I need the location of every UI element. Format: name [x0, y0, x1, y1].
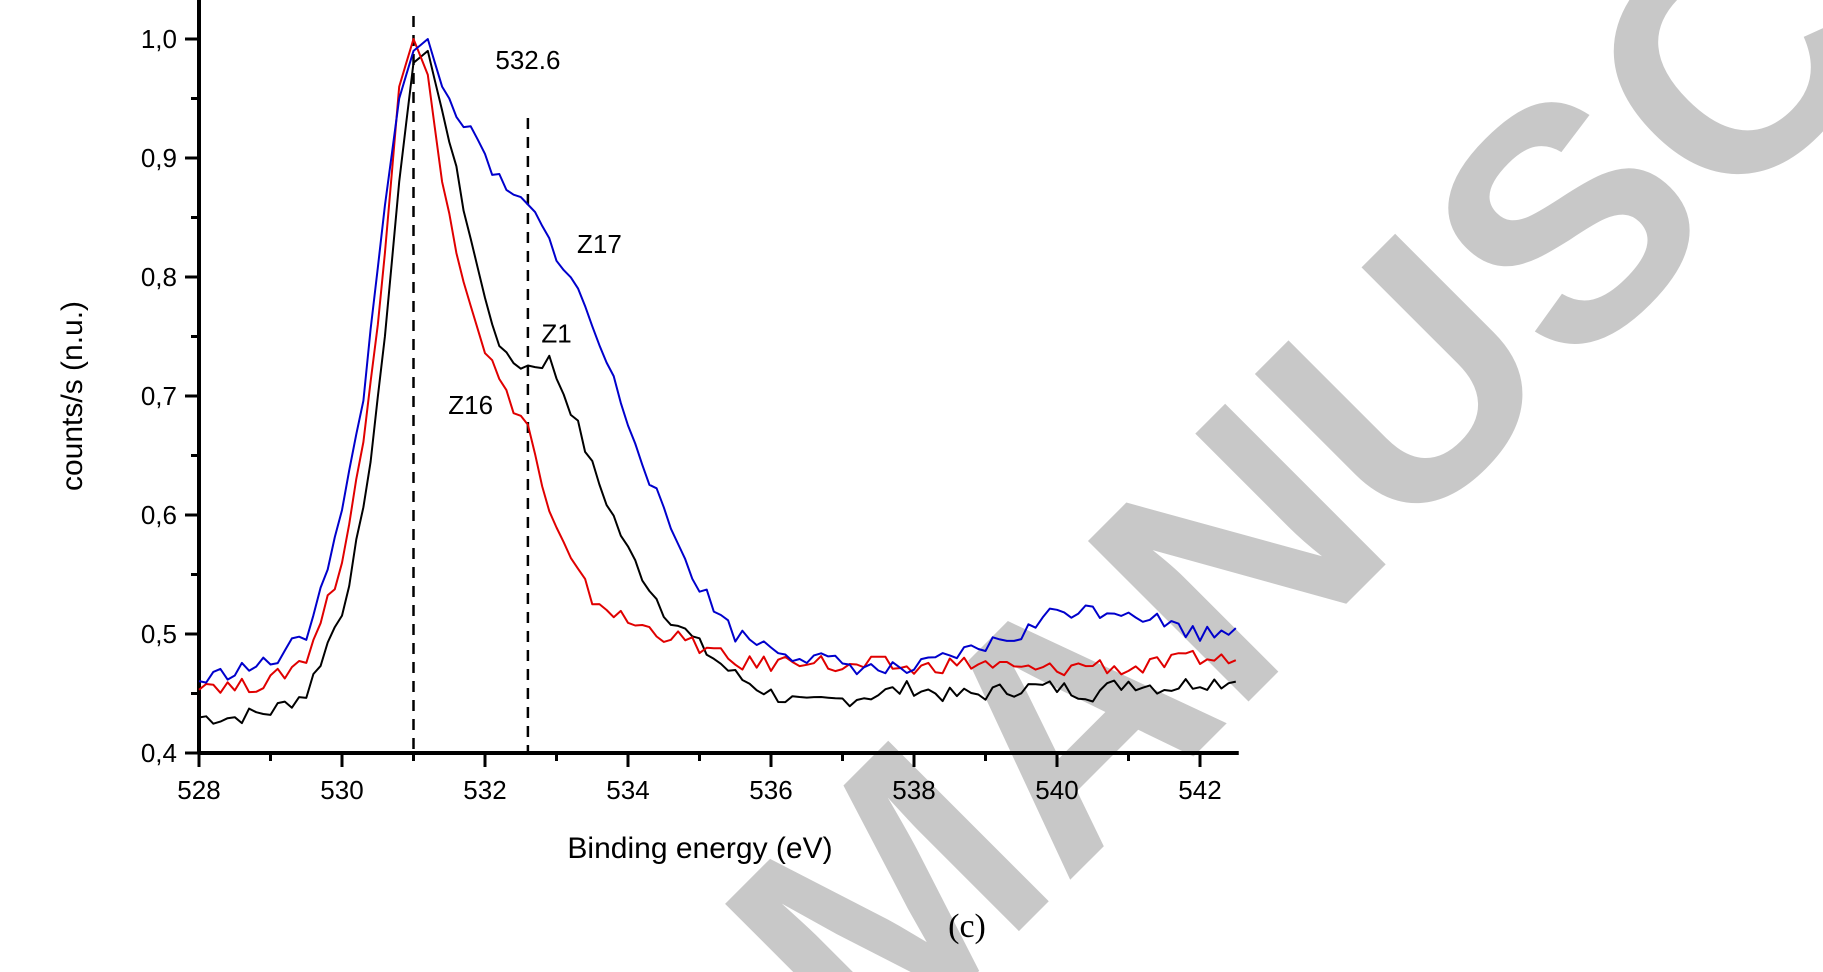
series-line-z17: [198, 38, 1237, 684]
annotation-label: 532.6: [495, 45, 560, 75]
y-axis-title: counts/s (n.u.): [56, 301, 89, 491]
x-tick-label: 538: [892, 775, 935, 805]
watermark: MANUSCRIPT: [659, 0, 1823, 972]
y-tick-label: 0,7: [141, 381, 177, 411]
x-tick-label: 528: [177, 775, 220, 805]
series-line-z1: [198, 49, 1237, 725]
annotations: 532.6 Z17 Z1 Z16: [448, 45, 622, 420]
watermark-text: MANUSCRIPT: [659, 0, 1823, 972]
y-tick-label: 1,0: [141, 24, 177, 54]
reference-lines: [412, 16, 530, 753]
x-tick-label: 534: [606, 775, 649, 805]
axes: 528 530 532 534 536 538 540 542 0,4 0,5 0,6 0,7 0,8 0…: [141, 0, 1239, 805]
x-tick-label: 536: [749, 775, 792, 805]
x-tick-label: 532: [463, 775, 506, 805]
y-tick-label: 0,4: [141, 738, 177, 768]
y-tick-label: 0,5: [141, 619, 177, 649]
x-tick-label: 540: [1035, 775, 1078, 805]
annotation-label: Z1: [541, 318, 571, 348]
x-tick-label: 542: [1178, 775, 1221, 805]
annotation-label: Z16: [448, 390, 493, 420]
x-axis-title: Binding energy (eV): [567, 832, 832, 865]
annotation-label: Z17: [577, 229, 622, 259]
y-tick-label: 0,9: [141, 143, 177, 173]
series-line-z16: [198, 38, 1237, 694]
y-tick-label: 0,6: [141, 500, 177, 530]
data-series: [198, 38, 1237, 725]
x-tick-label: 530: [320, 775, 363, 805]
y-tick-label: 0,8: [141, 262, 177, 292]
panel-label: (c): [948, 908, 986, 945]
